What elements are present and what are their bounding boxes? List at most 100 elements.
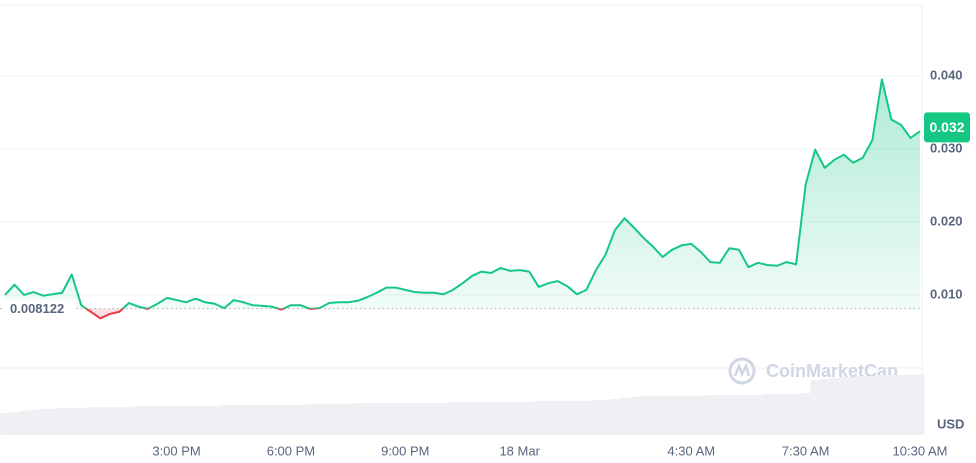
volume-bar	[838, 377, 849, 435]
y-tick-label: 0.040	[930, 67, 963, 82]
volume-bar	[19, 411, 29, 435]
volume-bar	[495, 402, 506, 435]
volume-bar	[438, 403, 449, 435]
volume-bar	[228, 405, 239, 435]
volume-bar	[657, 396, 668, 435]
volume-bar	[772, 394, 782, 435]
volume-bar	[572, 401, 582, 435]
volume-bar	[362, 403, 372, 435]
volume-bar	[505, 402, 515, 435]
volume-bar	[219, 405, 229, 435]
volume-bar	[829, 378, 839, 435]
volume-bar	[467, 402, 477, 435]
volume-bar	[133, 406, 144, 435]
volume-bar	[47, 409, 58, 435]
volume-bar	[514, 402, 525, 435]
watermark: CoinMarketCap	[728, 357, 898, 385]
last-price-label: 0.032	[929, 119, 964, 135]
volume-bar	[171, 406, 182, 435]
x-tick-label: 10:30 AM	[893, 443, 948, 458]
volume-bar	[324, 404, 334, 435]
volume-bar	[429, 403, 439, 435]
volume-bar	[867, 376, 878, 435]
volume-bar	[305, 404, 315, 435]
volume-bar	[524, 402, 534, 435]
volume-bar	[9, 412, 20, 435]
volume-bar	[28, 410, 39, 435]
volume-bar	[0, 413, 10, 435]
volume-bar	[143, 406, 153, 435]
y-tick-label: 0.020	[930, 213, 963, 228]
volume-bar	[410, 403, 420, 435]
volume-bar	[276, 405, 287, 435]
volume-bar	[734, 395, 744, 435]
volume-bar	[800, 393, 811, 435]
x-tick-label: 6:00 PM	[267, 443, 315, 458]
volume-bar	[819, 379, 830, 435]
volume-bar	[705, 395, 716, 435]
volume-bar	[762, 394, 773, 435]
volume-bar	[57, 408, 67, 435]
volume-bar	[686, 396, 697, 435]
volume-bar	[629, 397, 639, 435]
volume-bar	[248, 405, 258, 435]
volume-bar	[209, 406, 220, 435]
volume-bar	[114, 407, 125, 435]
volume-bar	[600, 400, 611, 435]
volume-bar	[257, 405, 268, 435]
volume-bar	[419, 403, 430, 435]
volume-bar	[238, 405, 249, 435]
volume-bar	[591, 400, 601, 435]
area-up	[5, 79, 920, 309]
volume-bar	[743, 395, 754, 435]
volume-bar	[562, 401, 573, 435]
volume-bar	[381, 403, 392, 435]
volume-bar	[400, 403, 411, 435]
volume-bar	[343, 404, 353, 435]
volume-bar	[314, 404, 325, 435]
volume-bar	[200, 406, 210, 435]
volume-bar	[676, 396, 687, 435]
volume-bar	[638, 396, 649, 435]
volume-bar	[610, 399, 620, 435]
volume-bar	[86, 407, 96, 435]
volume-bar	[124, 407, 134, 435]
volume-bar	[753, 395, 763, 435]
volume-bar	[877, 375, 887, 435]
volume-bar	[286, 405, 296, 435]
volume-bar	[95, 407, 106, 435]
volume-bar	[352, 403, 363, 435]
volume-bar	[66, 408, 77, 435]
x-tick-label: 18 Mar	[499, 443, 540, 458]
volume-bar	[858, 376, 868, 435]
x-tick-label: 9:00 PM	[381, 443, 429, 458]
y-tick-label: 0.030	[930, 140, 963, 155]
volume-bar	[810, 380, 820, 435]
currency-label: USD	[937, 416, 964, 431]
volume-bar	[457, 402, 468, 435]
volume-bar	[152, 406, 163, 435]
volume-bar	[333, 404, 344, 435]
volume-bar	[105, 407, 115, 435]
volume-bar	[486, 402, 496, 435]
x-tick-label: 4:30 AM	[667, 443, 715, 458]
volume-bar	[38, 409, 48, 435]
volume-bar	[696, 396, 706, 435]
volume-bar	[848, 377, 859, 435]
volume-bar	[295, 405, 306, 435]
volume-bar	[553, 401, 563, 435]
volume-bar	[190, 406, 201, 435]
volume-bar	[915, 375, 925, 435]
volume-bar	[476, 402, 487, 435]
x-tick-label: 7:30 AM	[782, 443, 830, 458]
volume-bar	[886, 375, 897, 435]
area-down	[86, 308, 313, 319]
volume-bar	[181, 406, 191, 435]
volume-bar	[905, 375, 916, 435]
volume-bar	[648, 396, 658, 435]
x-tick-label: 3:00 PM	[152, 443, 200, 458]
volume-bar	[715, 395, 725, 435]
volume-bar	[791, 394, 801, 435]
volume-bar	[543, 401, 554, 435]
volume-bar	[667, 396, 677, 435]
